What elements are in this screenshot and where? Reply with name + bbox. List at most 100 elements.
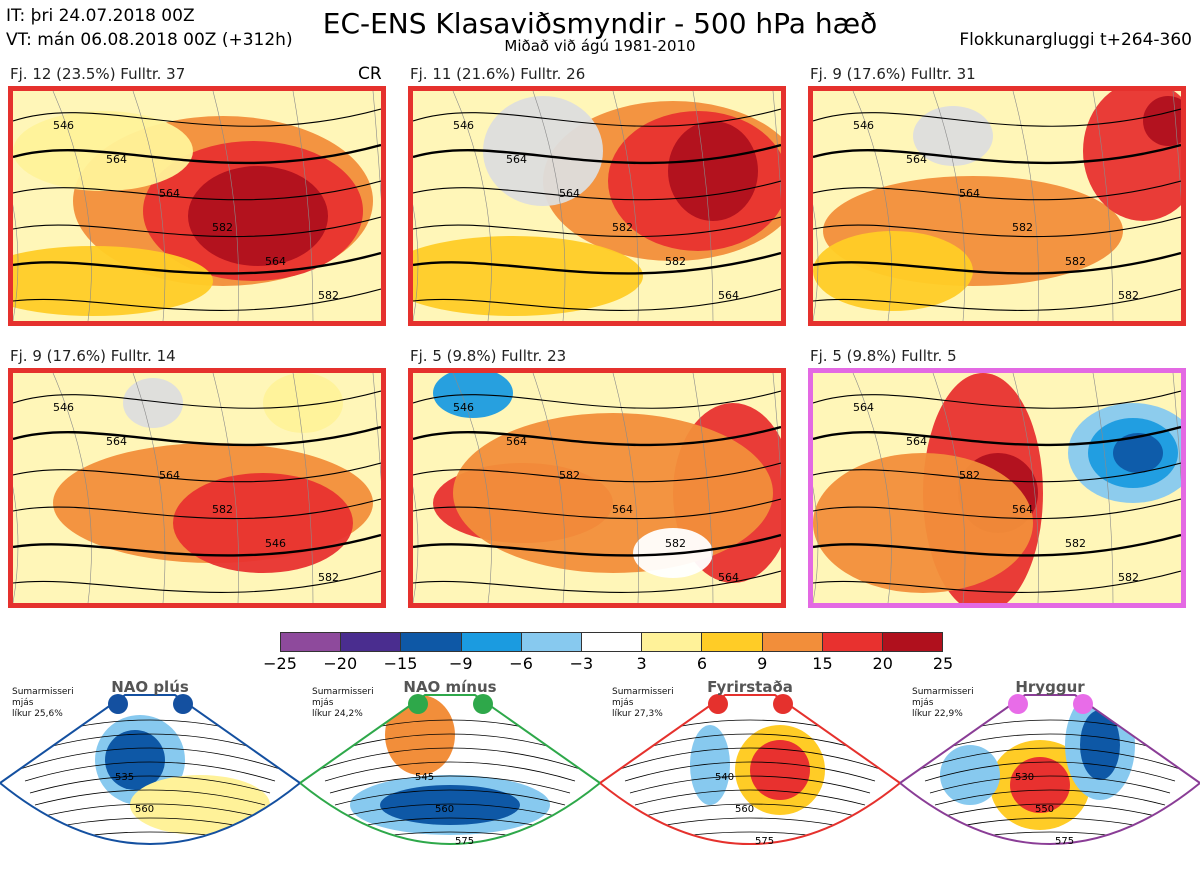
regime-marker	[408, 694, 428, 714]
regime-probability: Sumarmisseri mjás líkur 27,3%	[612, 687, 674, 719]
colorbar-tick-label: 6	[696, 654, 707, 673]
contour-label: 564	[718, 289, 739, 302]
cluster-map: 546 564 564 582 582 564	[408, 86, 786, 326]
contour-label: 564	[106, 435, 127, 448]
regime-contour-label: 575	[1055, 836, 1074, 847]
contour-label: 582	[665, 537, 686, 550]
contour-label: 582	[559, 469, 580, 482]
colorbar-swatch	[702, 633, 763, 651]
contour-label: 564	[159, 187, 180, 200]
panel-label: Fj. 12 (23.5%) Fulltr. 37	[10, 65, 186, 83]
cluster-map: 564 564 582 564 582 582	[808, 368, 1186, 608]
regime-marker	[173, 694, 193, 714]
colorbar-tick-label: −20	[323, 654, 358, 673]
regime-marker	[1008, 694, 1028, 714]
contour-label: 564	[718, 571, 739, 584]
regime-probability: Sumarmisseri mjás líkur 22,9%	[912, 687, 974, 719]
regime-probability: Sumarmisseri mjás líkur 24,2%	[312, 687, 374, 719]
regime-probability: Sumarmisseri mjás líkur 25,6%	[12, 687, 74, 719]
regime-title: Hryggur	[1015, 678, 1085, 696]
initial-time: IT: þri 24.07.2018 00Z	[6, 6, 195, 26]
panel-label: Fj. 9 (17.6%) Fulltr. 31	[810, 65, 976, 83]
anomaly-colorbar	[280, 632, 943, 652]
page-title: EC-ENS Klasaviðsmyndir - 500 hPa hæð	[322, 7, 878, 40]
colorbar-tick-label: −15	[383, 654, 418, 673]
contour-label: 546	[453, 119, 474, 132]
contour-label: 582	[1065, 537, 1086, 550]
contour-label: 582	[1065, 255, 1086, 268]
contour-label: 582	[318, 571, 339, 584]
contour-label: 546	[453, 401, 474, 414]
regime-contour-label: 545	[415, 772, 434, 783]
colorbar-tick-label: −6	[509, 654, 533, 673]
colorbar-swatch	[341, 633, 402, 651]
contour-label: 546	[265, 537, 286, 550]
regime-marker	[773, 694, 793, 714]
climatology-subtitle: Miðað við ágú 1981-2010	[504, 37, 696, 55]
regime-title: NAO plús	[111, 678, 189, 696]
regime-marker	[108, 694, 128, 714]
cluster-map: 546 564 564 582 564 582	[8, 86, 386, 326]
colorbar-swatch	[461, 633, 522, 651]
contour-label: 564	[159, 469, 180, 482]
panel-label: Fj. 9 (17.6%) Fulltr. 14	[10, 347, 176, 365]
regime-contour-label: 530	[1015, 772, 1034, 783]
contour-label: 546	[53, 401, 74, 414]
cluster-map: 546 564 582 564 582 564	[408, 368, 786, 608]
cluster-map: 546 564 564 582 582 582	[808, 86, 1186, 326]
cluster-map: 546 564 564 582 546 582	[8, 368, 386, 608]
regime-contour-label: 560	[735, 804, 754, 815]
contour-label: 582	[612, 221, 633, 234]
regime-contour-label: 560	[135, 804, 154, 815]
regime-title: Fyrirstaða	[707, 678, 793, 696]
regime-contour-label: 575	[755, 836, 774, 847]
contour-label: 582	[665, 255, 686, 268]
colorbar-tick-label: 15	[812, 654, 833, 673]
colorbar-tick-label: −3	[569, 654, 594, 673]
regime-contour-label: 560	[435, 804, 454, 815]
panel-label: Fj. 11 (21.6%) Fulltr. 26	[410, 65, 586, 83]
colorbar-tick-label: −25	[263, 654, 297, 673]
regime-marker	[708, 694, 728, 714]
colorbar-swatch	[762, 633, 823, 651]
contour-label: 564	[959, 187, 980, 200]
contour-label: 564	[1012, 503, 1033, 516]
regime-marker	[1073, 694, 1093, 714]
regime-contour-label: 550	[1035, 804, 1054, 815]
contour-label: 564	[506, 435, 527, 448]
regime-panel: 535 560 NAO plús Sumarmisseri mjás líkur 25…	[0, 675, 300, 871]
regime-panel: 540 560 575 Fyrirstaða Sumarmisseri mjás lík…	[600, 675, 900, 871]
contour-label: 564	[265, 255, 286, 268]
contour-label: 582	[1012, 221, 1033, 234]
contour-label: 564	[612, 503, 633, 516]
regime-contour-label: 540	[715, 772, 734, 783]
colorbar-swatch	[882, 633, 943, 651]
contour-label: 582	[1118, 289, 1139, 302]
classification-window: Flokkunargluggi t+264-360	[959, 30, 1192, 50]
contour-label: 582	[1118, 571, 1139, 584]
colorbar-swatch	[822, 633, 883, 651]
valid-time: VT: mán 06.08.2018 00Z (+312h)	[6, 30, 293, 50]
contour-label: 582	[959, 469, 980, 482]
colorbar-tick-label: 25	[932, 654, 954, 673]
regime-marker	[473, 694, 493, 714]
contour-label: 564	[853, 401, 874, 414]
colorbar-swatch	[281, 633, 342, 651]
regime-contour-label: 535	[115, 772, 134, 783]
contour-label: 564	[559, 187, 580, 200]
contour-label: 564	[906, 153, 927, 166]
contour-label: 564	[106, 153, 127, 166]
contour-label: 582	[212, 503, 233, 516]
representative-tag: CR	[358, 64, 382, 84]
contour-label: 582	[212, 221, 233, 234]
colorbar-tick-label: 20	[872, 654, 893, 673]
colorbar-swatch	[581, 633, 643, 651]
regime-panel: 545 560 575 NAO mínus Sumarmisseri mjás líku…	[300, 675, 600, 871]
panel-label: Fj. 5 (9.8%) Fulltr. 23	[410, 347, 567, 365]
colorbar-tick-label: −9	[449, 654, 473, 673]
regime-contour-label: 575	[455, 836, 474, 847]
contour-label: 564	[906, 435, 927, 448]
regime-panel: 530 550 575 Hryggur Sumarmisseri mjás líkur …	[900, 675, 1200, 871]
contour-label: 564	[506, 153, 527, 166]
colorbar-swatch	[642, 633, 703, 651]
